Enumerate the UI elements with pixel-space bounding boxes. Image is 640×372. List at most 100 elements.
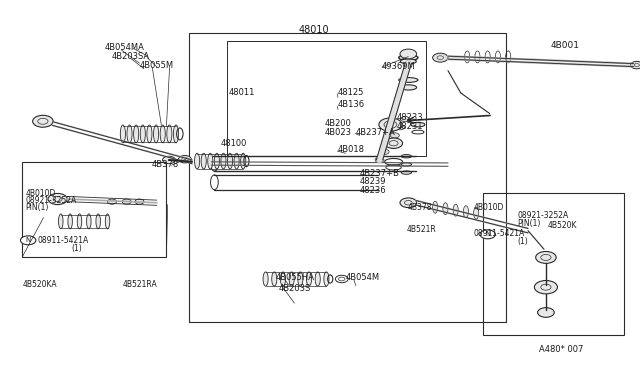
Bar bbox=[189, 33, 506, 322]
Ellipse shape bbox=[106, 214, 110, 229]
Text: 4B001: 4B001 bbox=[550, 41, 579, 50]
Text: 4B018: 4B018 bbox=[337, 145, 364, 154]
Bar bbox=[483, 193, 624, 335]
Text: 4B378: 4B378 bbox=[408, 203, 432, 212]
Circle shape bbox=[401, 116, 410, 122]
Ellipse shape bbox=[77, 214, 82, 229]
Ellipse shape bbox=[96, 214, 100, 229]
Circle shape bbox=[135, 199, 144, 204]
Text: A480* 007: A480* 007 bbox=[539, 345, 583, 354]
Ellipse shape bbox=[399, 55, 418, 61]
Bar bbox=[22, 162, 166, 257]
Text: 08911-5421A: 08911-5421A bbox=[37, 236, 88, 245]
Text: 4B023: 4B023 bbox=[325, 128, 352, 137]
Circle shape bbox=[400, 198, 417, 208]
Ellipse shape bbox=[134, 125, 139, 143]
Ellipse shape bbox=[463, 206, 468, 218]
Ellipse shape bbox=[401, 155, 412, 158]
Circle shape bbox=[480, 230, 495, 239]
Text: 4B054MA: 4B054MA bbox=[104, 43, 144, 52]
Text: 48010: 48010 bbox=[298, 25, 329, 35]
Ellipse shape bbox=[324, 272, 329, 286]
Bar bbox=[227, 41, 426, 156]
Text: 48231: 48231 bbox=[397, 122, 423, 131]
Ellipse shape bbox=[201, 153, 206, 169]
Ellipse shape bbox=[399, 78, 418, 83]
Circle shape bbox=[122, 199, 131, 204]
Text: PIN(1): PIN(1) bbox=[517, 219, 541, 228]
Ellipse shape bbox=[315, 272, 320, 286]
Circle shape bbox=[400, 49, 417, 59]
Ellipse shape bbox=[68, 214, 72, 229]
Ellipse shape bbox=[241, 153, 246, 169]
Text: 4B520KA: 4B520KA bbox=[22, 280, 57, 289]
Text: 08921-3252A: 08921-3252A bbox=[517, 211, 568, 220]
Circle shape bbox=[379, 118, 402, 131]
Circle shape bbox=[396, 125, 404, 130]
Ellipse shape bbox=[86, 214, 91, 229]
Text: N: N bbox=[485, 231, 490, 237]
Text: 4B055HA: 4B055HA bbox=[275, 273, 314, 282]
Ellipse shape bbox=[263, 272, 268, 286]
Circle shape bbox=[380, 149, 389, 154]
Ellipse shape bbox=[433, 201, 438, 213]
Text: 48239: 48239 bbox=[360, 177, 386, 186]
Circle shape bbox=[375, 157, 384, 163]
Ellipse shape bbox=[195, 153, 200, 169]
Ellipse shape bbox=[401, 163, 412, 166]
Ellipse shape bbox=[208, 153, 213, 169]
Ellipse shape bbox=[298, 272, 303, 286]
Text: PIN(1): PIN(1) bbox=[26, 203, 49, 212]
Circle shape bbox=[538, 308, 554, 317]
Ellipse shape bbox=[411, 122, 425, 127]
Ellipse shape bbox=[289, 272, 294, 286]
Ellipse shape bbox=[401, 171, 412, 174]
Ellipse shape bbox=[234, 153, 239, 169]
Circle shape bbox=[163, 156, 175, 164]
Text: (1): (1) bbox=[72, 244, 83, 253]
Circle shape bbox=[20, 236, 36, 245]
Text: 4B010D: 4B010D bbox=[474, 203, 504, 212]
Text: 4B203SA: 4B203SA bbox=[112, 52, 150, 61]
Circle shape bbox=[390, 133, 399, 138]
Text: N: N bbox=[26, 237, 31, 243]
Text: 4B055M: 4B055M bbox=[140, 61, 173, 70]
Text: 4B521R: 4B521R bbox=[406, 225, 436, 234]
Ellipse shape bbox=[167, 125, 172, 143]
Circle shape bbox=[33, 115, 53, 127]
Ellipse shape bbox=[227, 153, 232, 169]
Text: 48233: 48233 bbox=[397, 113, 424, 122]
Text: 48236: 48236 bbox=[360, 186, 387, 195]
Ellipse shape bbox=[453, 204, 458, 216]
Circle shape bbox=[433, 53, 448, 62]
Text: 4B136: 4B136 bbox=[337, 100, 364, 109]
Text: 48100: 48100 bbox=[221, 140, 247, 148]
Text: 49369M: 49369M bbox=[382, 62, 416, 71]
Text: 4B203S: 4B203S bbox=[278, 284, 310, 293]
Text: 48125: 48125 bbox=[337, 88, 364, 97]
Text: 4B520K: 4B520K bbox=[547, 221, 577, 230]
Text: 4B237+B: 4B237+B bbox=[360, 169, 399, 178]
Text: 08921-3252A: 08921-3252A bbox=[26, 196, 77, 205]
Text: 08911-5421A: 08911-5421A bbox=[474, 229, 525, 238]
Ellipse shape bbox=[280, 272, 285, 286]
Text: 4B521RA: 4B521RA bbox=[123, 280, 157, 289]
Text: (1): (1) bbox=[517, 237, 528, 246]
Text: 4B010D: 4B010D bbox=[26, 189, 56, 198]
Text: 4B378: 4B378 bbox=[152, 160, 179, 169]
Ellipse shape bbox=[160, 125, 165, 143]
Ellipse shape bbox=[474, 207, 479, 219]
Ellipse shape bbox=[173, 125, 179, 143]
Ellipse shape bbox=[272, 272, 277, 286]
Circle shape bbox=[48, 193, 67, 205]
Ellipse shape bbox=[214, 153, 220, 169]
Text: 4B054M: 4B054M bbox=[346, 273, 380, 282]
Circle shape bbox=[630, 61, 640, 69]
Ellipse shape bbox=[307, 272, 312, 286]
Circle shape bbox=[385, 141, 394, 146]
Ellipse shape bbox=[154, 125, 159, 143]
Circle shape bbox=[385, 138, 403, 148]
Ellipse shape bbox=[59, 214, 63, 229]
Circle shape bbox=[534, 280, 557, 294]
Circle shape bbox=[536, 251, 556, 263]
